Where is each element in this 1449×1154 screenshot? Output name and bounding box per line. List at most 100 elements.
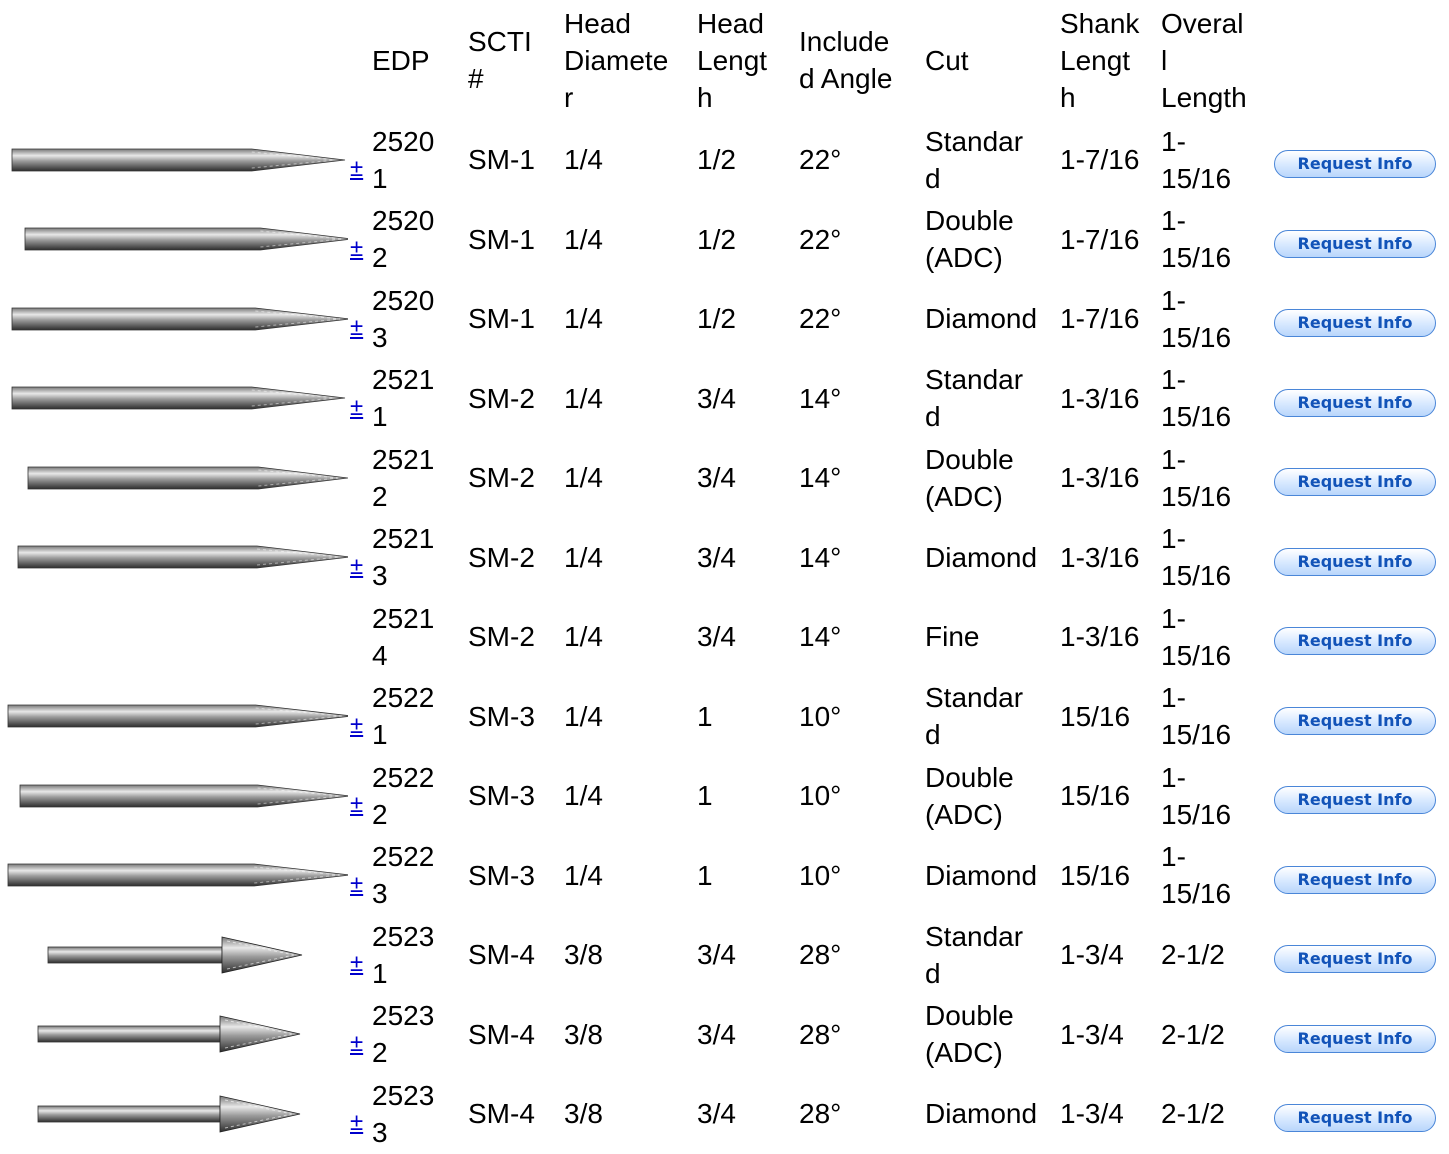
image-cell — [0, 836, 348, 916]
cell: 22° — [799, 223, 842, 255]
image-cell — [0, 995, 348, 1075]
table-head: EDP SCTI # Head Diameter Head Length Include… — [0, 0, 1449, 120]
product-image — [24, 227, 348, 251]
cell: Diamond — [925, 859, 1038, 891]
cell: 1-3/4 — [1060, 1018, 1124, 1050]
cell: 25211 — [372, 364, 435, 433]
request-info-button[interactable]: Request Info — [1274, 229, 1436, 258]
image-part — [27, 466, 348, 490]
product-image — [7, 863, 348, 887]
action-cell: Request Info — [1270, 438, 1449, 518]
request-info-button[interactable]: Request Info — [1274, 547, 1436, 576]
expand-toggle[interactable]: ± — [350, 950, 364, 978]
expand-toggle[interactable]: ± — [350, 234, 364, 262]
cell: 10° — [799, 780, 842, 812]
cell: SM-4 — [468, 1098, 535, 1130]
toggle-cell: ± — [348, 359, 372, 439]
table-row: 25214 SM-2 1/4 3/4 14° Fine 1-3/16 1-15/16 Reque… — [0, 597, 1449, 677]
cell: 1/4 — [564, 382, 603, 414]
request-info-button[interactable]: Request Info — [1274, 309, 1436, 338]
cell: 1/4 — [564, 621, 603, 653]
image-part — [11, 148, 346, 172]
expand-toggle[interactable]: ± — [350, 1109, 364, 1137]
image-part — [254, 866, 341, 884]
expand-toggle[interactable]: ± — [350, 870, 364, 898]
cell: 3/8 — [564, 1018, 603, 1050]
cell: 25232 — [372, 1000, 435, 1069]
cell: SM-1 — [468, 223, 535, 255]
expand-toggle[interactable]: ± — [350, 711, 364, 739]
toggle-cell: ± — [348, 120, 372, 200]
cell: SM-2 — [468, 541, 535, 573]
cell: 3/8 — [564, 1098, 603, 1130]
cell: 25201 — [372, 125, 435, 194]
cell: 1/4 — [564, 144, 603, 176]
request-info-button[interactable]: Request Info — [1274, 468, 1436, 497]
cell: Double (ADC) — [925, 761, 1014, 830]
request-info-button[interactable]: Request Info — [1274, 150, 1436, 179]
cell: 2-1/2 — [1161, 939, 1225, 971]
cell: 25212 — [372, 443, 435, 512]
image-cell — [0, 120, 348, 200]
table-row: ±25221 SM-3 1/4 1 10° Standard 15/16 1-15/16 Req… — [0, 677, 1449, 757]
cell: SM-3 — [468, 700, 535, 732]
request-info-button[interactable]: Request Info — [1274, 706, 1436, 735]
cell: SM-4 — [468, 1018, 535, 1050]
cell: 25233 — [372, 1079, 435, 1148]
cell: Double (ADC) — [925, 443, 1014, 512]
image-part — [47, 946, 223, 964]
cell: 25221 — [372, 682, 435, 751]
cell: 1-15/16 — [1161, 125, 1232, 194]
cell: Standard — [925, 920, 1024, 989]
request-info-button[interactable]: Request Info — [1274, 627, 1436, 656]
expand-toggle[interactable]: ± — [350, 1029, 364, 1057]
cell: 1/2 — [697, 223, 736, 255]
request-info-button[interactable]: Request Info — [1274, 1024, 1436, 1053]
expand-toggle[interactable]: ± — [350, 552, 364, 580]
image-part — [7, 704, 348, 728]
column-header: Shank Length — [1060, 7, 1140, 113]
action-cell: Request Info — [1270, 1074, 1449, 1154]
cell: 1-7/16 — [1060, 223, 1140, 255]
toggle-cell: ± — [348, 677, 372, 757]
product-image — [11, 307, 348, 331]
cell: 15/16 — [1060, 780, 1131, 812]
cell: SM-2 — [468, 621, 535, 653]
action-cell: Request Info — [1270, 995, 1449, 1075]
cell: Fine — [925, 621, 980, 653]
product-image — [7, 704, 348, 728]
column-header: Cut — [925, 44, 969, 76]
image-part — [251, 389, 336, 407]
cell: 1-15/16 — [1161, 841, 1232, 910]
request-info-button[interactable]: Request Info — [1274, 945, 1436, 974]
request-info-button[interactable]: Request Info — [1274, 786, 1436, 815]
image-part — [221, 936, 303, 974]
cell: Double (ADC) — [925, 205, 1014, 274]
image-cell — [0, 438, 348, 518]
cell: 1-3/16 — [1060, 462, 1140, 494]
product-image — [37, 1015, 301, 1053]
request-info-button[interactable]: Request Info — [1274, 388, 1436, 417]
request-info-button[interactable]: Request Info — [1274, 865, 1436, 894]
image-cell — [0, 200, 348, 280]
cell: 1-15/16 — [1161, 284, 1232, 353]
cell: 3/4 — [697, 939, 736, 971]
cell: 1-3/4 — [1060, 939, 1124, 971]
request-info-button[interactable]: Request Info — [1274, 1104, 1436, 1133]
cell: 3/8 — [564, 939, 603, 971]
image-part — [258, 469, 339, 487]
cell: 1-15/16 — [1161, 682, 1232, 751]
expand-toggle[interactable]: ± — [350, 314, 364, 342]
expand-toggle[interactable]: ± — [350, 393, 364, 421]
expand-toggle[interactable]: ± — [350, 155, 364, 183]
cell: 25214 — [372, 602, 435, 671]
cell: 3/4 — [697, 541, 736, 573]
column-header: SCTI # — [468, 26, 532, 94]
cell: 1-15/16 — [1161, 761, 1232, 830]
cell: 22° — [799, 303, 842, 335]
expand-toggle[interactable]: ± — [350, 791, 364, 819]
cell: 1-7/16 — [1060, 144, 1140, 176]
cell: 1-15/16 — [1161, 364, 1232, 433]
cell: 1-3/16 — [1060, 541, 1140, 573]
table-row: ±25232 SM-4 3/8 3/4 28° Double (ADC) 1-3/4 2-1/… — [0, 995, 1449, 1075]
